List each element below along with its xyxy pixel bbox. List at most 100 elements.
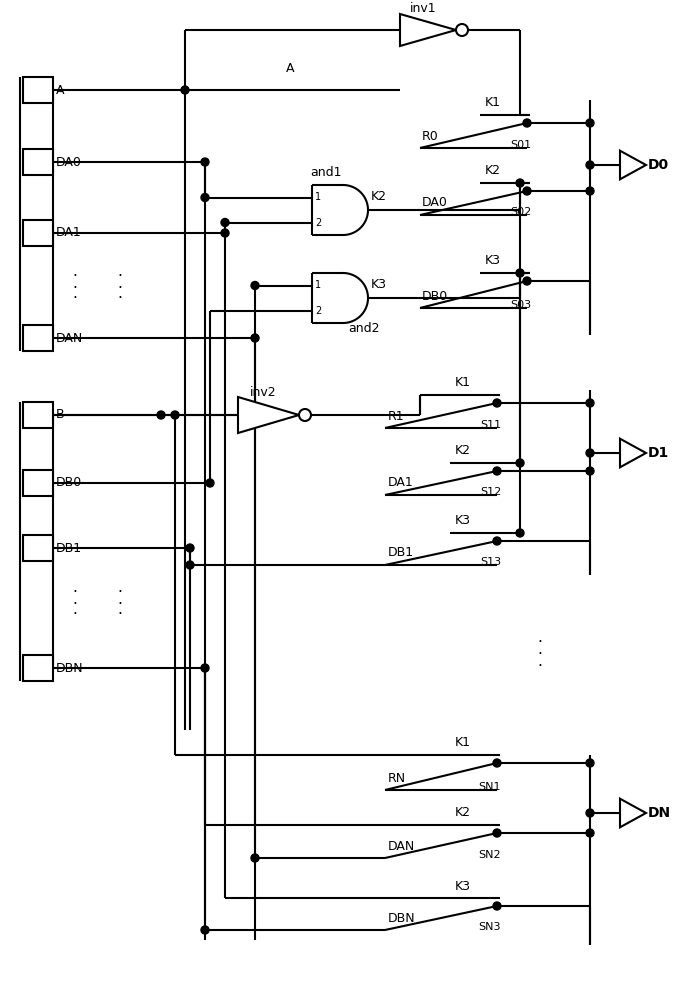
Text: S12: S12 — [480, 487, 501, 497]
Polygon shape — [238, 397, 299, 433]
Circle shape — [586, 467, 594, 475]
Text: inv1: inv1 — [410, 1, 437, 14]
Text: DB1: DB1 — [388, 546, 414, 560]
Polygon shape — [620, 799, 646, 827]
Text: .: . — [73, 602, 78, 617]
Text: .: . — [117, 602, 122, 617]
Polygon shape — [620, 151, 646, 179]
Text: DA1: DA1 — [388, 477, 414, 489]
Text: DAN: DAN — [56, 332, 83, 344]
Text: 2: 2 — [315, 218, 322, 228]
Bar — [23, 655, 53, 681]
Text: DA1: DA1 — [56, 227, 82, 239]
Circle shape — [493, 467, 501, 475]
Circle shape — [586, 829, 594, 837]
Bar — [23, 149, 53, 175]
Circle shape — [206, 479, 214, 487]
Text: .: . — [73, 580, 78, 595]
Text: D0: D0 — [648, 158, 669, 172]
Text: DA0: DA0 — [56, 155, 82, 168]
Text: .: . — [538, 631, 542, 646]
Text: .: . — [73, 275, 78, 290]
Text: K2: K2 — [485, 164, 501, 178]
Text: SN2: SN2 — [478, 850, 500, 860]
Circle shape — [586, 119, 594, 127]
Circle shape — [516, 179, 524, 187]
Text: inv2: inv2 — [250, 386, 277, 399]
Circle shape — [523, 119, 531, 127]
Text: R1: R1 — [388, 410, 405, 422]
Circle shape — [516, 529, 524, 537]
Bar — [23, 402, 53, 428]
Text: K2: K2 — [455, 806, 471, 820]
Circle shape — [493, 537, 501, 545]
Text: DAN: DAN — [388, 840, 415, 852]
Circle shape — [516, 269, 524, 277]
Circle shape — [493, 759, 501, 767]
Text: B: B — [56, 408, 64, 422]
Circle shape — [586, 161, 594, 169]
Text: and1: and1 — [310, 166, 342, 180]
Bar — [23, 470, 53, 496]
Text: K3: K3 — [485, 254, 501, 267]
Text: K3: K3 — [371, 277, 387, 290]
Text: SN3: SN3 — [478, 922, 500, 932]
Circle shape — [586, 809, 594, 817]
Circle shape — [181, 86, 189, 94]
Text: RN: RN — [388, 772, 406, 784]
Text: .: . — [117, 286, 122, 302]
Circle shape — [586, 449, 594, 457]
Circle shape — [201, 926, 209, 934]
Circle shape — [493, 399, 501, 407]
Circle shape — [157, 411, 165, 419]
Text: SN1: SN1 — [478, 782, 500, 792]
Polygon shape — [620, 439, 646, 467]
Text: DBN: DBN — [388, 912, 416, 924]
Polygon shape — [400, 14, 456, 46]
Bar — [23, 77, 53, 103]
Text: DBN: DBN — [56, 662, 84, 674]
Text: S01: S01 — [510, 140, 531, 150]
Text: .: . — [117, 275, 122, 290]
Text: S02: S02 — [510, 207, 531, 217]
Circle shape — [201, 194, 209, 202]
Text: .: . — [538, 643, 542, 658]
Bar — [23, 325, 53, 351]
Text: S03: S03 — [510, 300, 531, 310]
Text: K1: K1 — [455, 736, 471, 750]
Circle shape — [201, 664, 209, 672]
Text: 1: 1 — [315, 192, 321, 202]
Text: DB0: DB0 — [56, 477, 82, 489]
Bar — [23, 535, 53, 561]
Text: 1: 1 — [315, 280, 321, 290]
Text: DA0: DA0 — [422, 196, 448, 210]
Circle shape — [251, 854, 259, 862]
Text: A: A — [286, 62, 294, 75]
Circle shape — [586, 399, 594, 407]
Text: .: . — [73, 286, 78, 302]
Circle shape — [586, 759, 594, 767]
Text: .: . — [73, 264, 78, 279]
Circle shape — [186, 561, 194, 569]
Circle shape — [523, 187, 531, 195]
Text: D1: D1 — [648, 446, 669, 460]
Text: K3: K3 — [455, 514, 471, 528]
Text: 2: 2 — [315, 306, 322, 316]
Text: DN: DN — [648, 806, 671, 820]
Text: K1: K1 — [455, 376, 471, 389]
Text: .: . — [117, 591, 122, 606]
Text: K3: K3 — [455, 880, 471, 892]
Text: DB1: DB1 — [56, 542, 82, 554]
Text: K2: K2 — [455, 444, 471, 458]
Text: .: . — [117, 580, 122, 595]
Text: S11: S11 — [480, 420, 501, 430]
Circle shape — [516, 459, 524, 467]
Circle shape — [456, 24, 468, 36]
Text: .: . — [117, 264, 122, 279]
Circle shape — [201, 158, 209, 166]
Text: DB0: DB0 — [422, 290, 448, 302]
Circle shape — [221, 219, 229, 227]
Circle shape — [299, 409, 311, 421]
Text: .: . — [73, 591, 78, 606]
Circle shape — [221, 229, 229, 237]
